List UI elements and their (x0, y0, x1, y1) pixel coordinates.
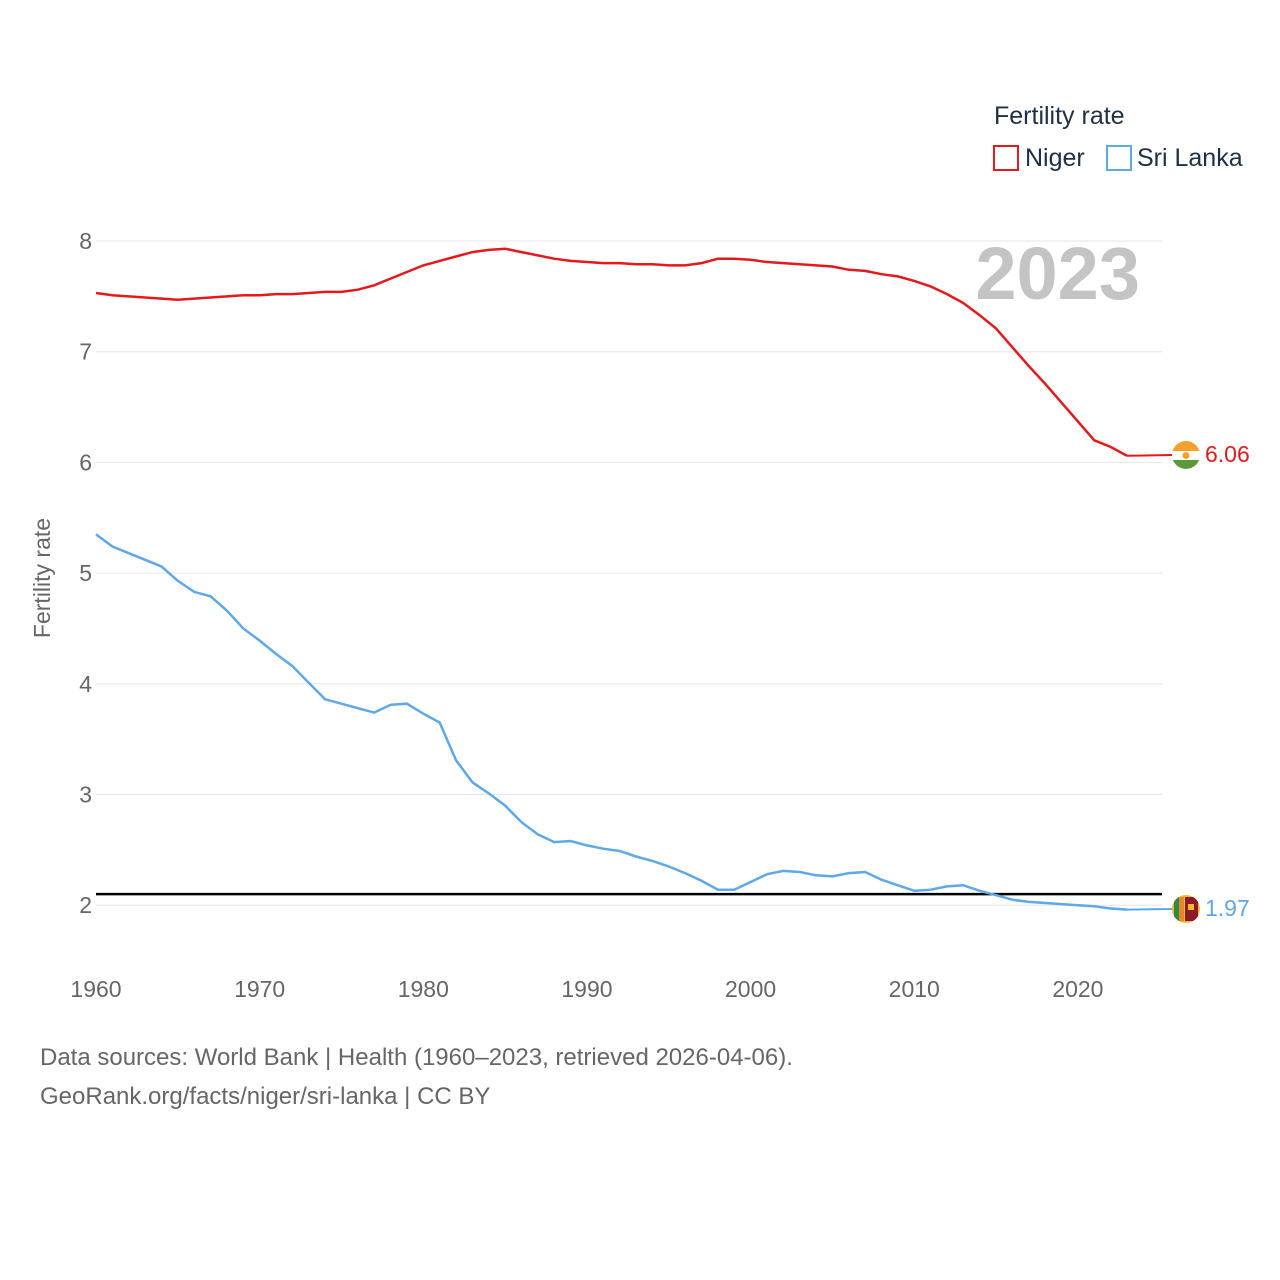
footer-data-sources: Data sources: World Bank | Health (1960–… (40, 1044, 793, 1071)
x-tick-label: 1990 (561, 976, 612, 1002)
x-tick-label: 2000 (725, 976, 776, 1002)
end-value-sri-lanka: 1.97 (1205, 895, 1250, 921)
legend-title: Fertility rate (994, 102, 1125, 130)
footer-attribution-link[interactable]: GeoRank.org/facts/niger/sri-lanka | CC B… (40, 1083, 491, 1110)
x-axis-ticks: 1960 1970 1980 1990 2000 2010 2020 (70, 976, 1103, 1002)
series-line-niger[interactable] (95, 247, 1128, 457)
end-value-niger: 6.06 (1205, 441, 1250, 467)
y-tick-label: 3 (79, 782, 92, 808)
y-tick-label: 8 (79, 228, 92, 254)
y-axis-ticks: 2 3 4 5 6 7 8 (79, 228, 92, 918)
series-line-sri-lanka[interactable] (95, 533, 1128, 911)
grid-lines (96, 240, 1162, 906)
legend-label-niger[interactable]: Niger (1025, 144, 1085, 172)
legend-swatch-sri-lanka (1106, 145, 1132, 171)
legend-swatch-niger (993, 145, 1019, 171)
year-watermark: 2023 (975, 232, 1140, 315)
y-tick-label: 2 (79, 892, 92, 918)
y-axis-title: Fertility rate (29, 518, 55, 638)
x-tick-label: 2020 (1052, 976, 1103, 1002)
flag-niger-icon (1172, 441, 1200, 469)
legend-label-sri-lanka[interactable]: Sri Lanka (1137, 144, 1243, 172)
y-tick-label: 6 (79, 449, 92, 475)
end-connector-sri-lanka (1126, 908, 1173, 911)
x-tick-label: 1960 (70, 976, 121, 1002)
end-connector-niger (1126, 454, 1173, 457)
y-tick-label: 7 (79, 339, 92, 365)
x-tick-label: 1980 (398, 976, 449, 1002)
x-tick-label: 2010 (889, 976, 940, 1002)
x-tick-label: 1970 (234, 976, 285, 1002)
y-tick-label: 5 (79, 560, 92, 586)
y-tick-label: 4 (79, 671, 92, 697)
flag-sri-lanka-icon (1172, 895, 1200, 923)
